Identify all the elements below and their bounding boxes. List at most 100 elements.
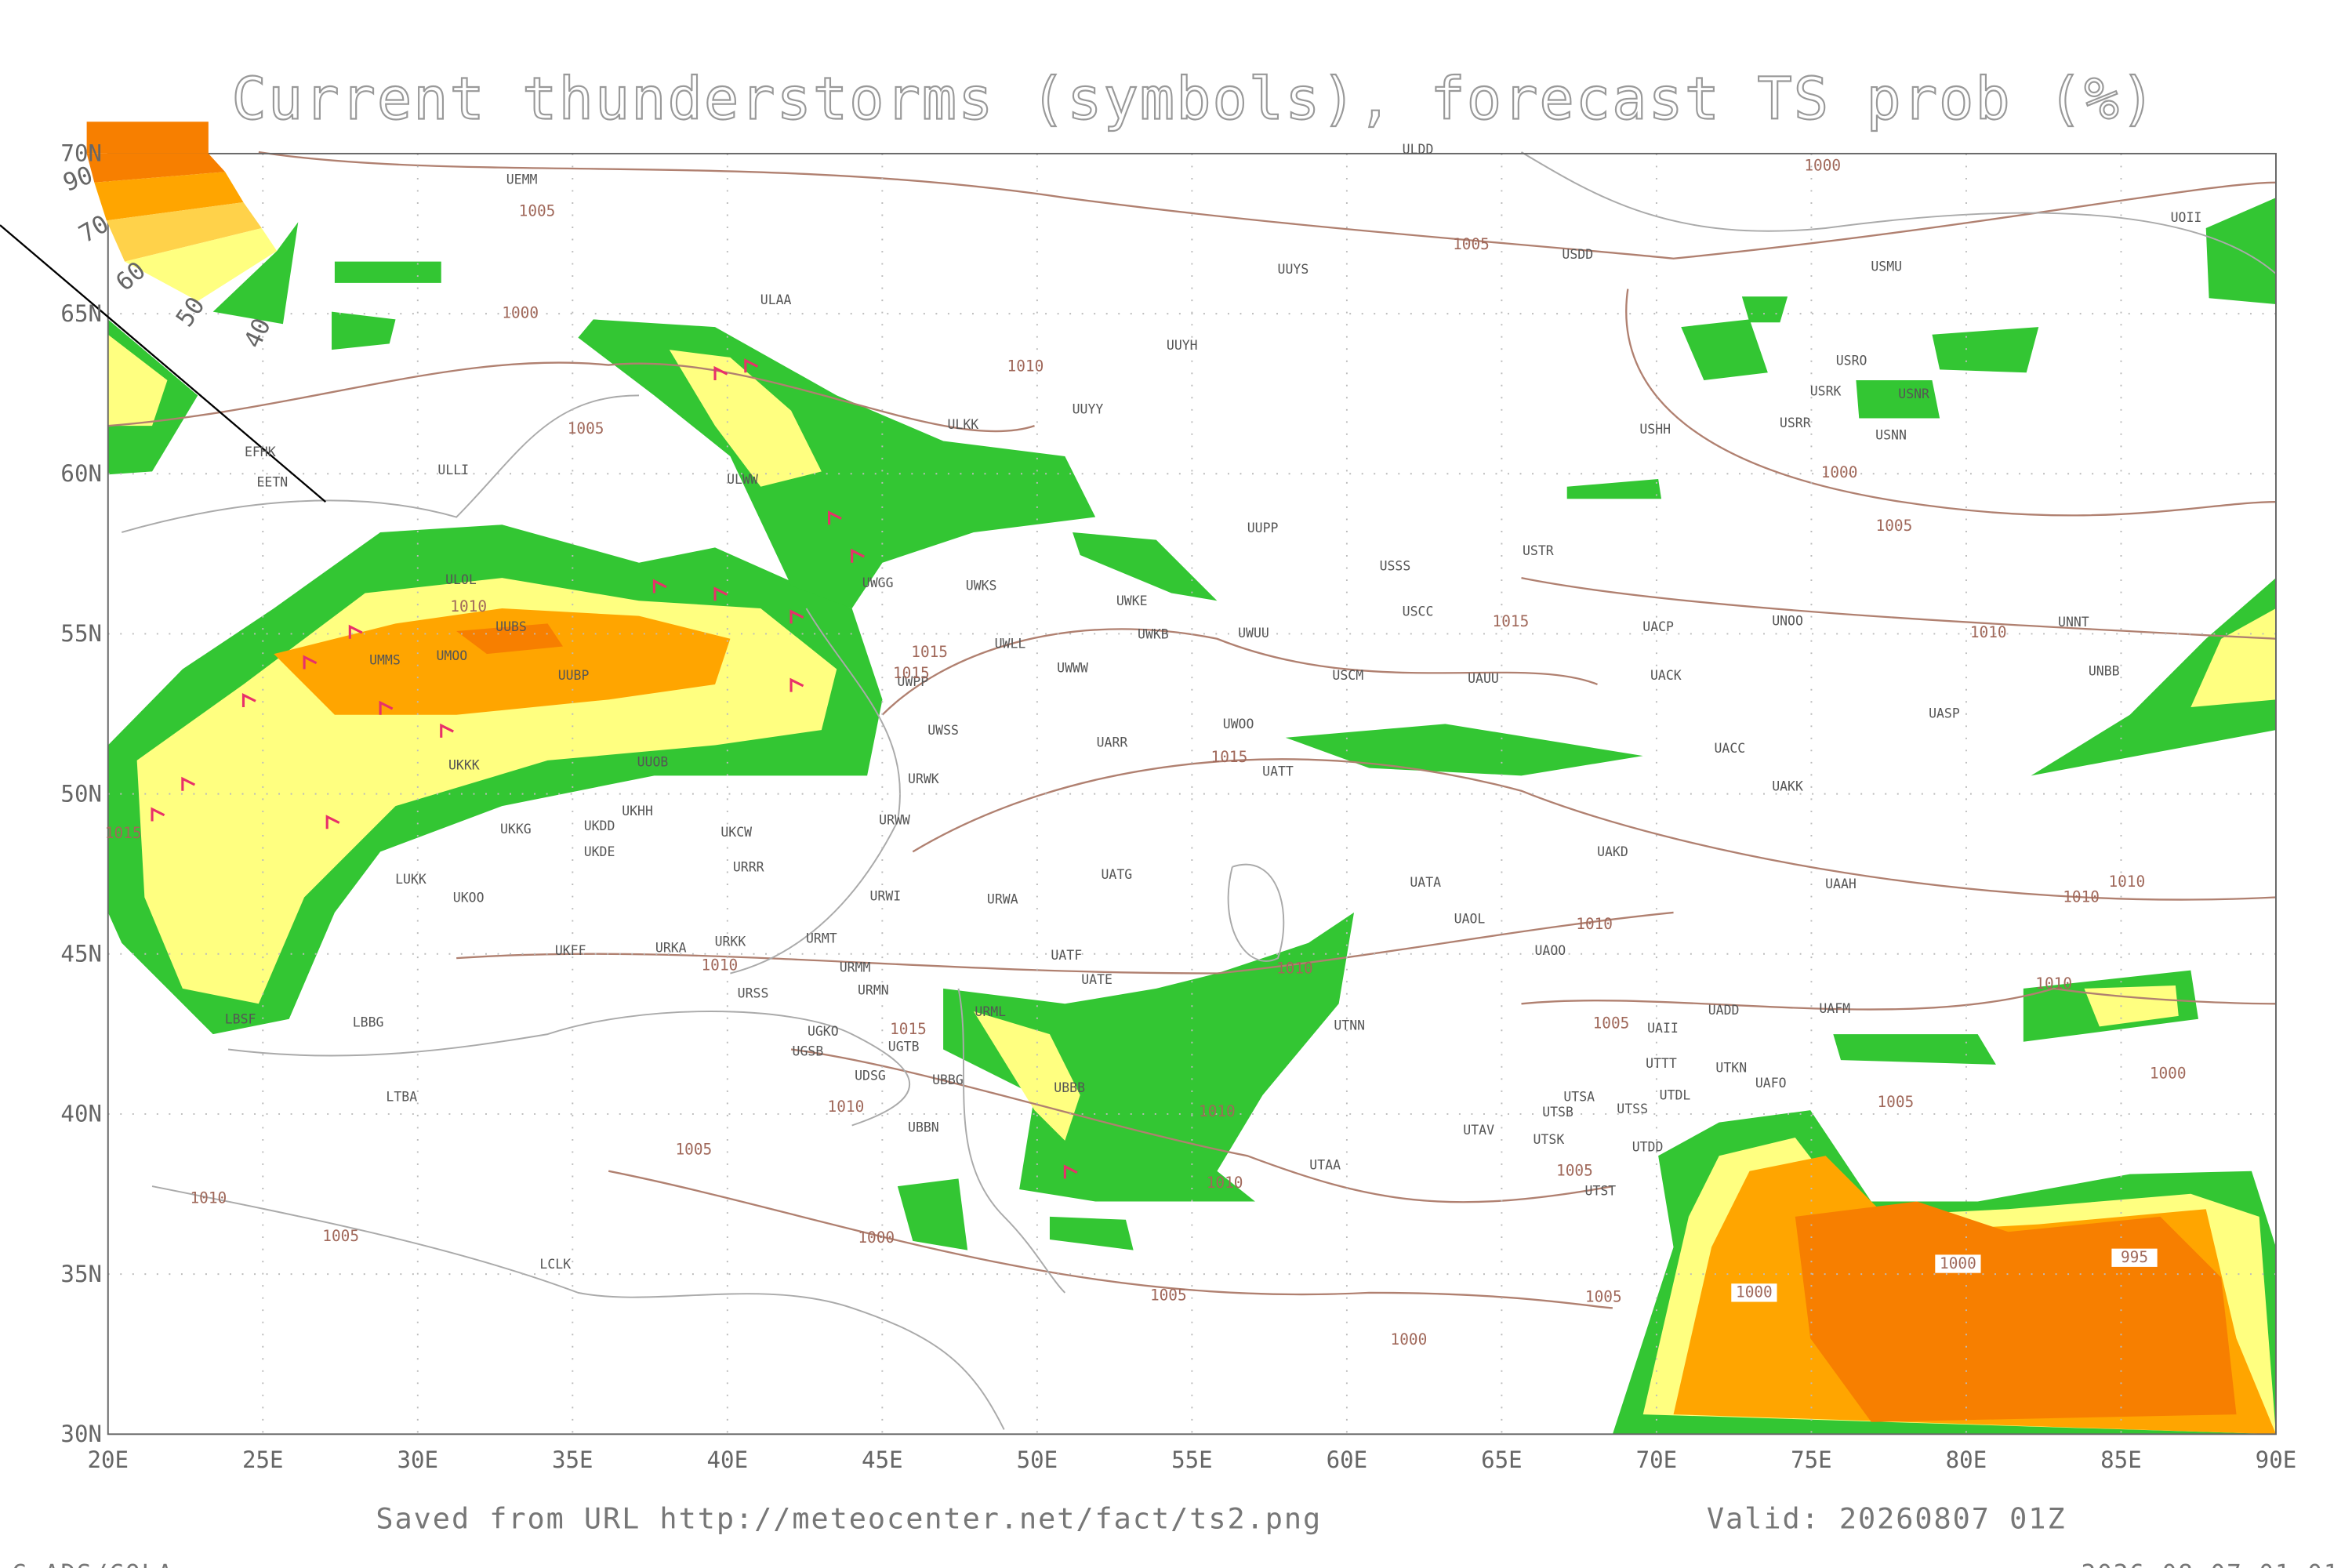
station-code: UAAH — [1825, 877, 1857, 891]
station-code: UKFF — [555, 943, 586, 958]
isobar-label: 1010 — [1576, 915, 1613, 933]
lat-label: 30N — [60, 1421, 102, 1447]
station-code: UWKS — [966, 579, 997, 593]
station-code: ULOL — [445, 572, 477, 587]
lon-label: 50E — [1017, 1446, 1058, 1473]
isobar-label: 1000 — [502, 303, 539, 321]
station-code: UTSB — [1542, 1105, 1573, 1120]
isobar-label: 1010 — [1970, 623, 2007, 641]
station-code: UWPP — [897, 674, 928, 689]
station-code: UACK — [1650, 668, 1682, 683]
isobar-label: 1005 — [1593, 1014, 1630, 1032]
isobar-label: 1000 — [1940, 1254, 1976, 1272]
station-code: UATT — [1262, 764, 1294, 779]
lon-label: 55E — [1171, 1446, 1213, 1473]
station-code: URMT — [806, 931, 837, 946]
lat-label: 65N — [60, 300, 102, 327]
isobar-label: 1005 — [676, 1140, 713, 1158]
lon-label: 90E — [2256, 1446, 2297, 1473]
station-code: UADD — [1708, 1003, 1740, 1018]
station-code: UBBN — [908, 1120, 939, 1134]
map-frame — [107, 152, 2277, 1436]
station-code: UTAA — [1309, 1158, 1341, 1173]
station-code: UGTB — [888, 1039, 920, 1054]
station-code: UAOL — [1454, 912, 1486, 927]
station-code: URMM — [840, 960, 871, 975]
station-code: URWA — [987, 891, 1018, 906]
station-code: UMMS — [369, 653, 401, 668]
station-code: UTST — [1585, 1184, 1617, 1199]
station-code: UAFO — [1755, 1076, 1787, 1091]
lat-label: 35N — [60, 1261, 102, 1287]
isobar-label: 1005 — [1877, 1093, 1914, 1111]
station-code: URWI — [870, 888, 902, 903]
station-code: UTDD — [1632, 1139, 1664, 1154]
station-code: URKK — [715, 935, 746, 949]
isobar-label: 1010 — [450, 597, 487, 615]
station-code: UUYY — [1073, 402, 1104, 417]
isobar-label: 1000 — [1391, 1330, 1428, 1348]
isobar-label: 1005 — [1585, 1288, 1622, 1306]
station-code: USSS — [1380, 558, 1411, 573]
lat-label: 55N — [60, 620, 102, 647]
station-code: UUBP — [558, 668, 590, 683]
isobar-label: 1005 — [1453, 235, 1490, 253]
station-code: UATG — [1101, 867, 1132, 882]
station-code: USCC — [1403, 604, 1434, 619]
isobar-label: 1000 — [858, 1229, 895, 1247]
station-code: LTBA — [386, 1089, 417, 1104]
station-code: UTKN — [1715, 1061, 1747, 1076]
station-code: UKKK — [448, 758, 480, 773]
station-code: USDD — [1562, 247, 1593, 262]
station-code: UAKD — [1597, 844, 1628, 859]
station-code: USCM — [1332, 668, 1363, 683]
station-code: ULAA — [760, 292, 792, 307]
station-code: USMU — [1871, 259, 1902, 274]
isobar-label: 1010 — [828, 1098, 865, 1116]
station-code: ULKK — [947, 417, 978, 432]
lat-label: 70N — [60, 140, 102, 167]
station-code: UAFM — [1819, 1001, 1850, 1016]
station-code: UUYS — [1278, 262, 1309, 277]
lat-label: 40N — [60, 1101, 102, 1127]
station-code: URWW — [879, 812, 910, 827]
station-code: URKA — [655, 940, 687, 955]
station-code: USNN — [1875, 428, 1907, 443]
lon-label: 20E — [87, 1446, 129, 1473]
station-code: UACP — [1642, 619, 1674, 634]
probability-fields — [107, 198, 2276, 1435]
isobar-label-box — [2111, 1248, 2158, 1267]
station-code: UOII — [2171, 210, 2202, 225]
station-code: UAUU — [1468, 671, 1499, 686]
isobar-label: 1010 — [1207, 1174, 1243, 1192]
station-code: UNOO — [1772, 613, 1803, 628]
isobar-label: 1005 — [1876, 517, 1913, 535]
station-code: UKKG — [500, 822, 532, 837]
credit: GrADS/COLA — [13, 1559, 174, 1568]
station-code: UAII — [1647, 1021, 1679, 1036]
lon-label: 45E — [862, 1446, 903, 1473]
station-code: UATF — [1051, 948, 1082, 963]
station-code: UBBG — [932, 1073, 964, 1087]
lon-label: 85E — [2100, 1446, 2142, 1473]
isobar-label: 1015 — [893, 664, 930, 682]
station-code: UGSB — [793, 1044, 824, 1058]
isobar-label: 1010 — [701, 956, 738, 975]
lon-label: 75E — [1791, 1446, 1832, 1473]
grid — [107, 153, 2276, 1435]
station-code: UUYH — [1167, 338, 1198, 353]
station-code: USNR — [1898, 387, 1929, 401]
isobar-label: 1015 — [1493, 612, 1530, 630]
isobar-label: 1000 — [1736, 1283, 1773, 1301]
isobar-label: 1000 — [1821, 463, 1858, 481]
station-code: USRO — [1836, 354, 1867, 368]
valid-time: Valid: 20260807 01Z — [1707, 1502, 2067, 1536]
station-code: UKDE — [584, 844, 615, 859]
isobar-label: 1010 — [2063, 887, 2100, 906]
station-code: UTSK — [1534, 1132, 1565, 1147]
station-code: UUOB — [637, 755, 669, 770]
isobar-label: 995 — [2121, 1248, 2148, 1266]
station-code: UASP — [1929, 706, 1960, 721]
station-code: URRR — [733, 860, 764, 875]
